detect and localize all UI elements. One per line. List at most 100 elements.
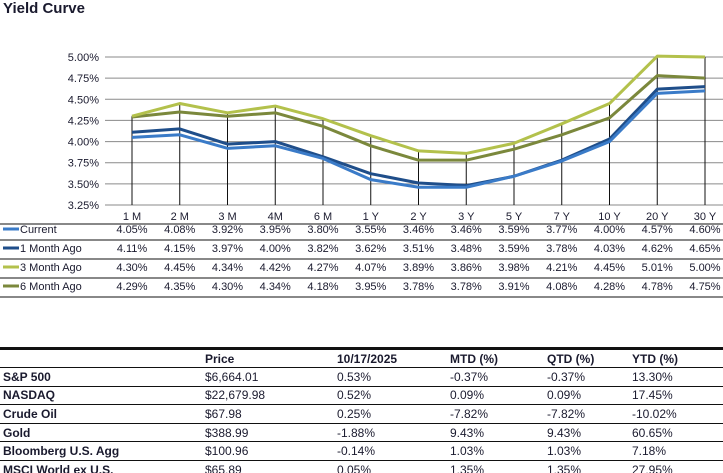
chart-title: Yield Curve	[3, 0, 85, 17]
table-row: Crude Oil $67.98 0.25% -7.82% -7.82% -10.02%	[0, 404, 723, 424]
x-tick-label: 2 Y	[410, 211, 427, 223]
data-label: 3.78%	[403, 281, 434, 293]
cell: 60.65%	[632, 423, 723, 443]
data-label: 4.45%	[164, 262, 195, 274]
series-line-3	[131, 74, 706, 162]
data-label: 3.55%	[355, 224, 386, 236]
data-label: 4.07%	[355, 262, 386, 274]
market-table-header: Price 10/17/2025 MTD (%) QTD (%) YTD (%)	[0, 348, 723, 368]
x-tick-label: 6 M	[314, 211, 332, 223]
data-label: 4.45%	[594, 262, 625, 274]
data-label: 3.46%	[451, 224, 482, 236]
data-label: 3.48%	[451, 243, 482, 255]
cell: 0.09%	[547, 386, 632, 406]
cell: -0.37%	[547, 367, 632, 387]
data-label: 4.00%	[260, 243, 291, 255]
data-label: 4.21%	[546, 262, 577, 274]
cell: $22,679.98	[205, 386, 337, 406]
data-label: 4.28%	[594, 281, 625, 293]
cell: $67.98	[205, 404, 337, 424]
data-label: 4.27%	[307, 262, 338, 274]
column-header	[0, 348, 205, 368]
cell: 0.25%	[337, 404, 450, 424]
data-label: 3.80%	[307, 224, 338, 236]
data-label: 3.59%	[498, 224, 529, 236]
x-tick-label: 3 Y	[458, 211, 475, 223]
cell: 1.03%	[547, 441, 632, 461]
data-label: 4.75%	[689, 281, 720, 293]
data-label: 4.35%	[164, 281, 195, 293]
x-tick-label: 30 Y	[694, 211, 717, 223]
cell: -0.14%	[337, 441, 450, 461]
data-label: 4.15%	[164, 243, 195, 255]
row-label: Gold	[0, 423, 205, 443]
data-label: 3.59%	[498, 243, 529, 255]
cell: -10.02%	[632, 404, 723, 424]
data-label: 4.03%	[594, 243, 625, 255]
legend-label: 1 Month Ago	[20, 243, 82, 255]
data-label: 4.78%	[642, 281, 673, 293]
table-row: S&P 500 $6,664.01 0.53% -0.37% -0.37% 13.30%	[0, 367, 723, 387]
cell: -7.82%	[547, 404, 632, 424]
data-label: 4.00%	[594, 224, 625, 236]
market-table: Price 10/17/2025 MTD (%) QTD (%) YTD (%) S&P…	[0, 347, 723, 473]
row-label: MSCI World ex U.S.	[3, 462, 114, 473]
data-label: 4.05%	[116, 224, 147, 236]
y-tick-label: 4.50%	[68, 94, 99, 106]
data-label: 4.65%	[689, 243, 720, 255]
y-tick-label: 4.00%	[68, 137, 99, 149]
cell: -0.37%	[450, 367, 547, 387]
x-tick-label: 4M	[268, 211, 283, 223]
cell: 7.18%	[632, 441, 723, 461]
y-tick-label: 5.00%	[68, 52, 99, 64]
table-row: Gold $388.99 -1.88% 9.43% 9.43% 60.65%	[0, 423, 723, 443]
cell: $65.89	[205, 462, 242, 473]
series-line-2	[131, 54, 706, 155]
data-label: 3.77%	[546, 224, 577, 236]
data-label: 3.91%	[498, 281, 529, 293]
legend-label: Current	[20, 224, 57, 236]
x-tick-label: 5 Y	[506, 211, 523, 223]
table-row: MSCI World ex U.S. $65.89 0.05% 1.35% 1.35% 2…	[0, 460, 723, 473]
column-header: 10/17/2025	[337, 348, 450, 368]
cell: 27.95%	[632, 462, 673, 473]
data-label: 4.08%	[164, 224, 195, 236]
data-label: 3.62%	[355, 243, 386, 255]
data-label: 5.00%	[689, 262, 720, 274]
data-label: 4.60%	[689, 224, 720, 236]
x-tick-label: 20 Y	[646, 211, 669, 223]
data-label: 4.30%	[116, 262, 147, 274]
y-tick-label: 3.50%	[68, 179, 99, 191]
x-tick-label: 2 M	[171, 211, 189, 223]
data-label: 5.01%	[642, 262, 673, 274]
column-header: QTD (%)	[547, 348, 632, 368]
row-label: S&P 500	[0, 367, 205, 387]
data-label: 3.82%	[307, 243, 338, 255]
y-tick-label: 3.75%	[68, 158, 99, 170]
data-label: 4.30%	[212, 281, 243, 293]
data-label: 4.29%	[116, 281, 147, 293]
cell: 0.53%	[337, 367, 450, 387]
table-row: Bloomberg U.S. Agg $100.96 -0.14% 1.03% 1.03…	[0, 441, 723, 461]
data-label: 3.78%	[451, 281, 482, 293]
data-label: 3.92%	[212, 224, 243, 236]
cell: 0.09%	[450, 386, 547, 406]
data-label: 4.34%	[260, 281, 291, 293]
row-label: Bloomberg U.S. Agg	[0, 441, 205, 461]
data-label: 4.62%	[642, 243, 673, 255]
cell: 0.52%	[337, 386, 450, 406]
cell: 1.35%	[450, 462, 485, 473]
data-label: 4.11%	[117, 243, 148, 255]
cell: 17.45%	[632, 386, 723, 406]
yield-curve-chart: 3.25% 3.50% 3.75% 4.00% 4.25% 4.50% 4.75% 5.00%…	[0, 52, 723, 298]
cell: 0.05%	[337, 462, 372, 473]
x-tick-label: 7 Y	[554, 211, 571, 223]
cell: 13.30%	[632, 367, 723, 387]
data-label: 3.78%	[546, 243, 577, 255]
y-tick-label: 3.25%	[68, 200, 99, 212]
column-header: Price	[205, 348, 337, 368]
table-row: NASDAQ $22,679.98 0.52% 0.09% 0.09% 17.45%	[0, 386, 723, 406]
x-tick-label: 3 M	[218, 211, 236, 223]
data-label: 3.51%	[403, 243, 434, 255]
x-tick-label: 10 Y	[598, 211, 621, 223]
